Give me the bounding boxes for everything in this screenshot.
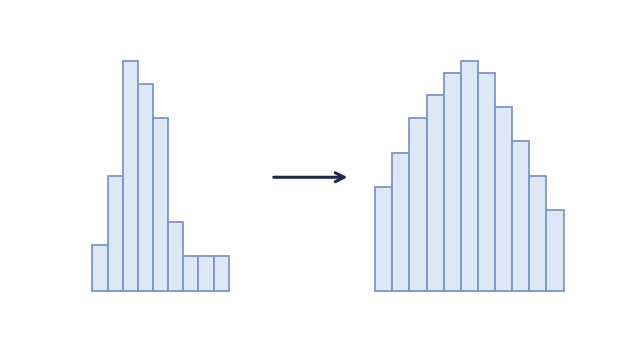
- FancyBboxPatch shape: [426, 95, 444, 291]
- FancyBboxPatch shape: [108, 176, 123, 291]
- FancyBboxPatch shape: [375, 187, 392, 291]
- FancyBboxPatch shape: [529, 176, 547, 291]
- FancyBboxPatch shape: [478, 73, 495, 291]
- FancyBboxPatch shape: [153, 119, 168, 291]
- FancyBboxPatch shape: [410, 119, 426, 291]
- FancyBboxPatch shape: [214, 256, 229, 291]
- FancyBboxPatch shape: [198, 256, 214, 291]
- FancyBboxPatch shape: [392, 153, 410, 291]
- FancyBboxPatch shape: [512, 141, 529, 291]
- FancyBboxPatch shape: [138, 84, 153, 291]
- FancyBboxPatch shape: [495, 107, 512, 291]
- FancyBboxPatch shape: [547, 210, 564, 291]
- FancyBboxPatch shape: [461, 61, 478, 291]
- FancyBboxPatch shape: [92, 245, 108, 291]
- FancyBboxPatch shape: [168, 222, 183, 291]
- FancyBboxPatch shape: [183, 256, 198, 291]
- FancyBboxPatch shape: [123, 61, 138, 291]
- FancyBboxPatch shape: [444, 73, 461, 291]
